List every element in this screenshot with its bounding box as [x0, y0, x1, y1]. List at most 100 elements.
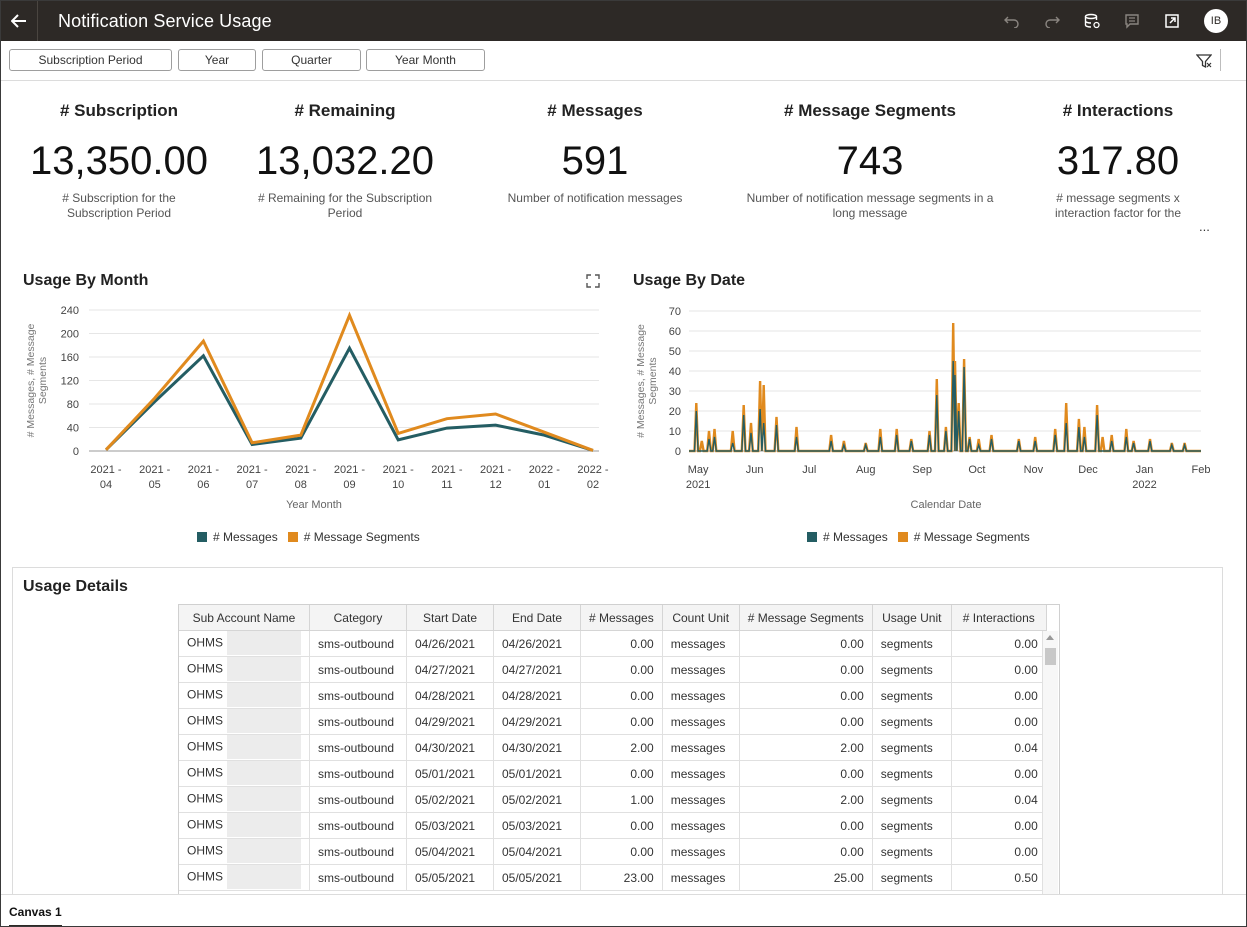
kpi-more-ellipsis[interactable]: ...	[1199, 219, 1210, 234]
scroll-thumb[interactable]	[1045, 648, 1056, 665]
x-tick-label: Nov	[1024, 464, 1044, 476]
kpi-title: # Subscription	[59, 101, 179, 120]
canvas-tab-bar: Canvas 1	[1, 894, 1246, 926]
table-cell: 0.00	[580, 812, 663, 839]
col-header[interactable]: End Date	[493, 605, 581, 631]
table-row[interactable]: OHMS sms-outbound 04/28/2021 04/28/2021 0.00…	[179, 682, 1047, 709]
kpi-value: 591	[561, 139, 629, 183]
table-cell: sms-outbound	[309, 708, 407, 735]
cell-sub-account: OHMS	[179, 838, 310, 865]
x-tick-label: 07	[246, 479, 258, 491]
kpi-title: # Message Segments	[784, 101, 956, 120]
cell-text: OHMS	[187, 843, 223, 858]
table-row[interactable]: OHMS sms-outbound 04/29/2021 04/29/2021 0.00…	[179, 708, 1047, 735]
table-cell: 0.00	[739, 630, 873, 657]
table-cell: sms-outbound	[309, 786, 407, 813]
table-cell: 0.04	[951, 786, 1047, 813]
y-tick-label: 70	[669, 306, 681, 318]
x-tick-label: 2022 -	[529, 464, 561, 476]
cell-sub-account: OHMS	[179, 630, 310, 657]
redacted-block	[227, 709, 301, 733]
y-axis-title-line: # Messages, # Message	[25, 323, 37, 437]
series-line	[104, 345, 594, 452]
table-row[interactable]: OHMS sms-outbound 05/03/2021 05/03/2021 0.00…	[179, 812, 1047, 839]
col-header[interactable]: Count Unit	[662, 605, 740, 631]
table-row[interactable]: OHMS sms-outbound 05/01/2021 05/01/2021 0.00…	[179, 760, 1047, 787]
table-row[interactable]: OHMS sms-outbound 05/05/2021 05/05/2021 23.0…	[179, 864, 1047, 891]
tab-canvas-1[interactable]: Canvas 1	[9, 905, 62, 926]
x-tick-label: Aug	[856, 464, 876, 476]
table-cell: 05/02/2021	[493, 786, 581, 813]
x-tick-label: 2021 -	[90, 464, 122, 476]
col-header[interactable]: # Messages	[580, 605, 663, 631]
table-cell: segments	[872, 812, 952, 839]
x-tick-label: 2021 -	[236, 464, 268, 476]
table-cell: 0.00	[580, 682, 663, 709]
back-button[interactable]	[1, 1, 38, 41]
table-row[interactable]: OHMS sms-outbound 04/26/2021 04/26/2021 0.00…	[179, 630, 1047, 657]
scroll-up-icon[interactable]	[1046, 635, 1054, 640]
col-header[interactable]: # Interactions	[951, 605, 1047, 631]
redacted-block	[227, 761, 301, 785]
data-icon	[1084, 13, 1100, 29]
table-scrollbar[interactable]	[1042, 631, 1058, 899]
cell-sub-account: OHMS	[179, 708, 310, 735]
legend-label-messages: # Messages	[823, 530, 888, 544]
redo-button[interactable]	[1042, 11, 1062, 31]
details-table-container: Sub Account Name Category Start Date End…	[178, 604, 1060, 899]
col-header[interactable]: Category	[309, 605, 407, 631]
table-cell: messages	[662, 760, 740, 787]
table-row[interactable]: OHMS sms-outbound 05/04/2021 05/04/2021 0.00…	[179, 838, 1047, 865]
narrate-button[interactable]	[1122, 11, 1142, 31]
table-cell: segments	[872, 734, 952, 761]
y-tick-label: 80	[67, 399, 79, 411]
cell-sub-account: OHMS	[179, 656, 310, 683]
table-row[interactable]: OHMS sms-outbound 05/02/2021 05/02/2021 1.00…	[179, 786, 1047, 813]
data-button[interactable]	[1082, 11, 1102, 31]
col-header[interactable]: Start Date	[406, 605, 494, 631]
table-cell: 05/04/2021	[406, 838, 494, 865]
filter-year[interactable]: Year	[178, 49, 256, 71]
kpi-value: 317.80	[1056, 139, 1180, 183]
table-cell: 04/29/2021	[406, 708, 494, 735]
header-bar: Notification Service Usage	[1, 1, 1246, 41]
col-header[interactable]: # Message Segments	[739, 605, 873, 631]
x-tick-label: Feb	[1192, 464, 1211, 476]
table-cell: 0.00	[580, 760, 663, 787]
legend-swatch-segments	[897, 532, 908, 542]
filter-year-month[interactable]: Year Month	[366, 49, 485, 71]
table-row[interactable]: OHMS sms-outbound 04/27/2021 04/27/2021 0.00…	[179, 656, 1047, 683]
y-tick-label: 10	[669, 426, 681, 438]
table-cell: messages	[662, 708, 740, 735]
user-avatar[interactable]: IB	[1204, 9, 1228, 33]
expand-icon[interactable]	[586, 274, 600, 288]
table-cell: 04/28/2021	[406, 682, 494, 709]
redo-icon	[1045, 16, 1060, 28]
redacted-block	[227, 865, 301, 889]
cell-text: OHMS	[187, 739, 223, 754]
col-header[interactable]: Sub Account Name	[179, 605, 310, 631]
filter-subscription-period[interactable]: Subscription Period	[9, 49, 172, 71]
table-cell: 2.00	[739, 734, 873, 761]
table-cell: 0.00	[951, 812, 1047, 839]
undo-button[interactable]	[1002, 11, 1022, 31]
present-button[interactable]	[1162, 11, 1182, 31]
table-cell: segments	[872, 864, 952, 891]
col-header[interactable]: Usage Unit	[872, 605, 952, 631]
filter-quarter[interactable]: Quarter	[262, 49, 361, 71]
y-tick-label: 240	[61, 305, 79, 317]
kpi-description: # Subscription for the Subscription Peri…	[62, 191, 176, 220]
y-tick-label: 50	[669, 346, 681, 358]
kpi-interactions: # Interactions 317.80 # message segments…	[1027, 101, 1209, 221]
table-cell: 0.50	[951, 864, 1047, 891]
x-tick-label: 2021 -	[139, 464, 171, 476]
kpi-subscription: # Subscription 13,350.00 # Subscription …	[19, 101, 219, 221]
x-tick-label: Sep	[912, 464, 932, 476]
filter-icon[interactable]	[1196, 53, 1212, 69]
table-cell: 04/26/2021	[493, 630, 581, 657]
table-cell: sms-outbound	[309, 838, 407, 865]
y-tick-label: 40	[67, 423, 79, 435]
table-row[interactable]: OHMS sms-outbound 04/30/2021 04/30/2021 2.00…	[179, 734, 1047, 761]
kpi-title: # Remaining	[294, 101, 396, 120]
